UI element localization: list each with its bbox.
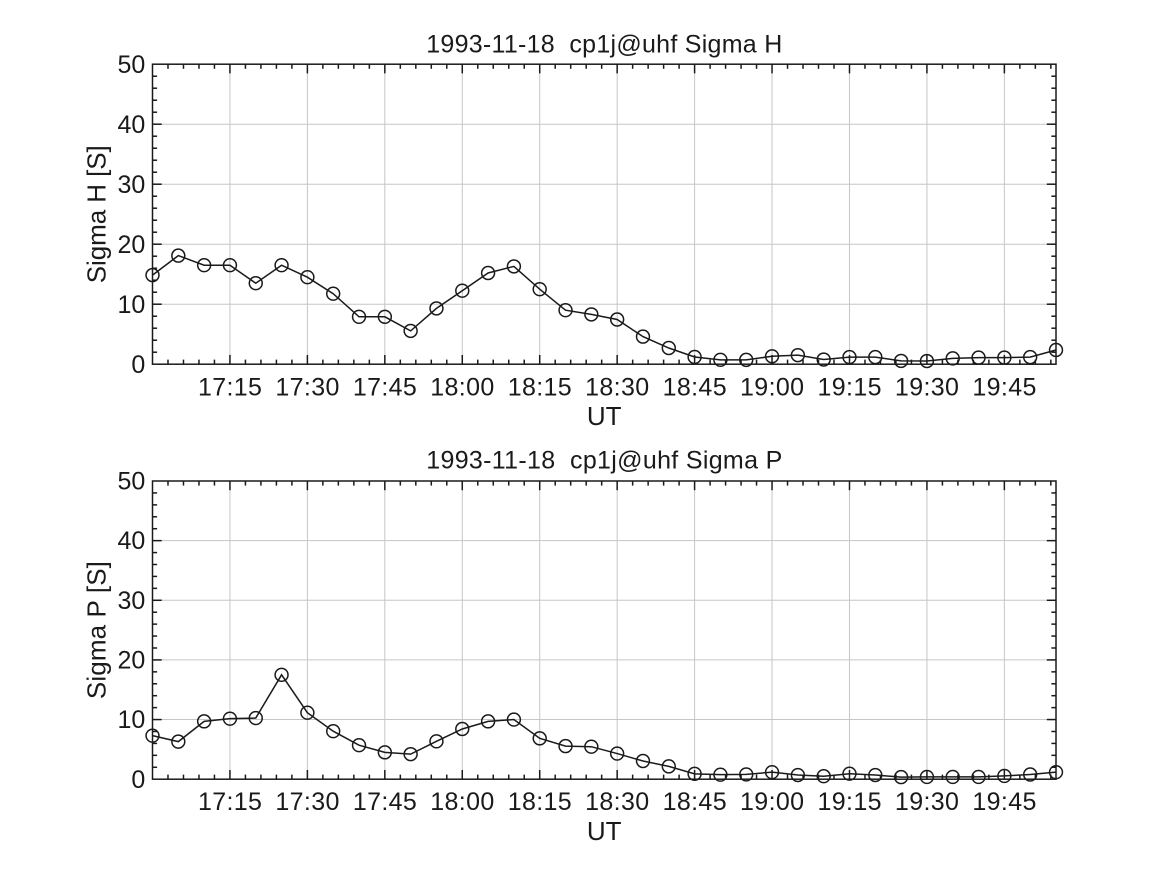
svg-text:19:00: 19:00	[740, 788, 804, 816]
svg-text:18:30: 18:30	[585, 374, 649, 402]
svg-text:20: 20	[117, 647, 145, 675]
svg-text:17:15: 17:15	[198, 374, 262, 402]
svg-text:Sigma P [S]: Sigma P [S]	[81, 561, 111, 699]
svg-text:30: 30	[117, 587, 145, 615]
svg-text:17:30: 17:30	[275, 374, 339, 402]
svg-text:17:15: 17:15	[198, 788, 262, 816]
svg-text:40: 40	[117, 111, 145, 139]
svg-text:18:45: 18:45	[663, 788, 727, 816]
svg-text:Sigma H [S]: Sigma H [S]	[81, 145, 111, 283]
svg-text:19:30: 19:30	[895, 788, 959, 816]
svg-text:50: 50	[117, 51, 145, 79]
svg-text:18:00: 18:00	[430, 374, 494, 402]
svg-text:40: 40	[117, 527, 145, 555]
svg-text:UT: UT	[587, 816, 622, 846]
svg-text:18:15: 18:15	[508, 788, 572, 816]
svg-text:18:45: 18:45	[663, 374, 727, 402]
svg-text:0: 0	[131, 351, 145, 379]
svg-text:10: 10	[117, 706, 145, 734]
svg-text:19:30: 19:30	[895, 374, 959, 402]
svg-text:20: 20	[117, 231, 145, 259]
svg-text:19:45: 19:45	[972, 374, 1036, 402]
svg-text:17:45: 17:45	[353, 788, 417, 816]
svg-text:18:30: 18:30	[585, 788, 649, 816]
svg-text:17:30: 17:30	[275, 788, 339, 816]
svg-text:19:00: 19:00	[740, 374, 804, 402]
svg-text:30: 30	[117, 171, 145, 199]
svg-text:18:00: 18:00	[430, 788, 494, 816]
svg-text:0: 0	[131, 766, 145, 794]
svg-text:50: 50	[117, 468, 145, 496]
svg-text:19:15: 19:15	[817, 374, 881, 402]
svg-text:10: 10	[117, 291, 145, 319]
svg-text:19:15: 19:15	[817, 788, 881, 816]
svg-text:19:45: 19:45	[972, 788, 1036, 816]
svg-text:1993-11-18 cp1j@uhf Sigma P: 1993-11-18 cp1j@uhf Sigma P	[426, 446, 782, 474]
svg-text:1993-11-18 cp1j@uhf Sigma H: 1993-11-18 cp1j@uhf Sigma H	[426, 30, 782, 58]
svg-text:17:45: 17:45	[353, 374, 417, 402]
svg-text:UT: UT	[587, 401, 622, 431]
svg-text:18:15: 18:15	[508, 374, 572, 402]
